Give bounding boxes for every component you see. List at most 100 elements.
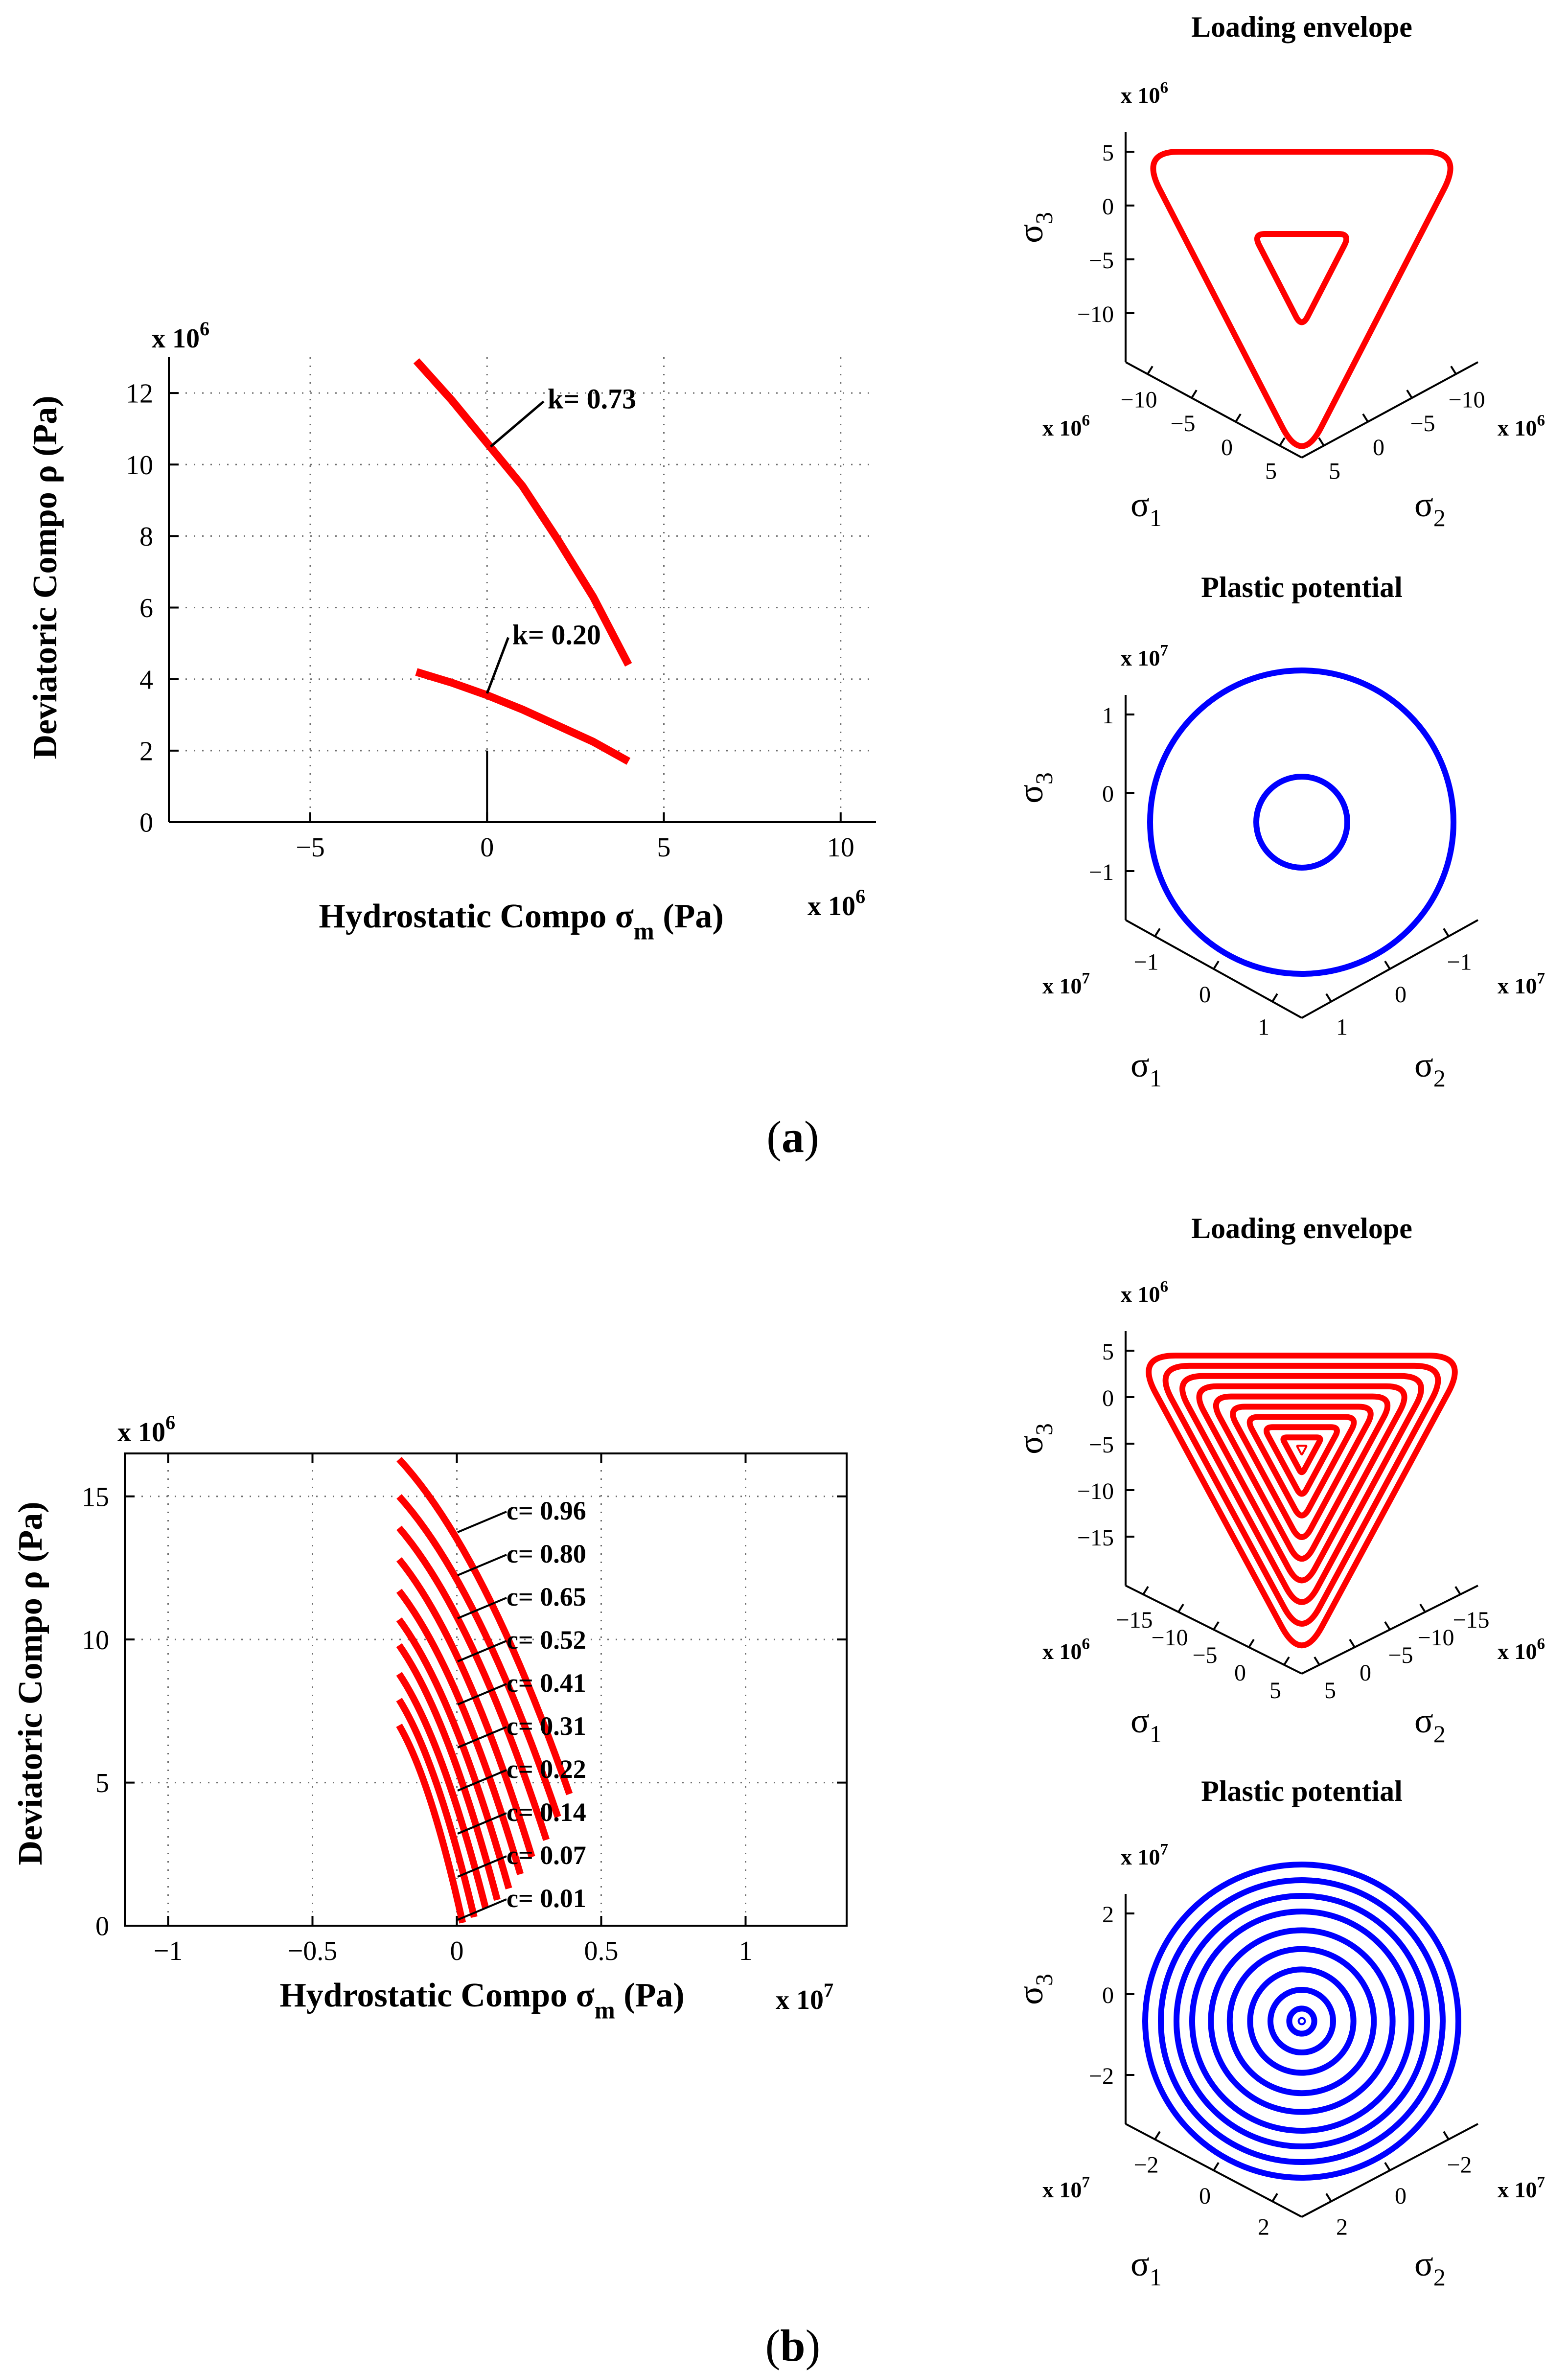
z-tick-label: 0 xyxy=(1102,1982,1114,2008)
sigma1-tick-label: −10 xyxy=(1120,387,1157,413)
sigma2-multiplier: x 106 xyxy=(1498,411,1545,440)
sigma1-tick-label: −1 xyxy=(1133,949,1158,975)
sigma2-tick xyxy=(1384,2162,1391,2171)
y-axis-label: Deviatoric Compo ρ (Pa) xyxy=(12,1501,49,1865)
z-tick-label: 1 xyxy=(1102,703,1114,729)
sigma1-tick xyxy=(1147,366,1153,375)
series-line-10 xyxy=(396,1724,466,1924)
sigma2-tick xyxy=(1325,993,1332,1002)
series-line-6 xyxy=(396,1617,512,1889)
z-axis-label: σ3 xyxy=(1011,1423,1058,1454)
sigma1-tick-label: 0 xyxy=(1234,1660,1246,1686)
envelope-loop-3 xyxy=(1179,1373,1424,1605)
series-label-9: c= 0.07 xyxy=(507,1841,586,1870)
sigma2-tick xyxy=(1325,2193,1332,2202)
series-label-8: c= 0.14 xyxy=(507,1797,586,1827)
sigma2-multiplier: x 107 xyxy=(1498,2173,1545,2202)
series-line-3 xyxy=(396,1525,550,1841)
series-label-6: c= 0.31 xyxy=(507,1711,586,1741)
x-tick-label: 0 xyxy=(450,1936,464,1966)
sigma1-tick xyxy=(1213,1621,1220,1631)
sigma2-tick-label: −15 xyxy=(1453,1607,1489,1633)
sigma2-label: σ2 xyxy=(1414,1701,1446,1748)
z-tick-label: −5 xyxy=(1089,248,1114,274)
sigma2-tick-label: −5 xyxy=(1410,411,1435,437)
sigma2-label: σ2 xyxy=(1414,1045,1446,1092)
x-tick-label: 10 xyxy=(827,832,854,863)
z-axis-label: σ3 xyxy=(1011,772,1058,804)
potential-loop-2 xyxy=(1253,774,1350,871)
sigma1-tick xyxy=(1177,1603,1184,1613)
sigma1-tick xyxy=(1213,2162,1220,2171)
z-tick-label: −10 xyxy=(1077,1478,1114,1504)
sigma1-multiplier: x 106 xyxy=(1042,411,1090,440)
z-tick-label: 0 xyxy=(1102,781,1114,807)
x-tick-label: −0.5 xyxy=(288,1936,338,1966)
sigma2-tick xyxy=(1349,1638,1356,1648)
envelope-loop-10 xyxy=(1296,1445,1308,1456)
panel-a-loading-envelope-plot: Loading envelope 5 0 −5 −10 −10 −5 0 5 −10 −5 0 5 x 1… xyxy=(1011,11,1545,531)
series-leader-1 xyxy=(489,400,545,448)
envelope-loop-2 xyxy=(1162,1362,1441,1627)
series-label-1: c= 0.96 xyxy=(507,1496,586,1525)
plot-frame xyxy=(124,1452,848,1927)
series-leader-1 xyxy=(457,1511,507,1533)
sigma2-tick xyxy=(1384,1621,1391,1631)
z-axis-multiplier: x 106 xyxy=(1121,78,1168,108)
series-label-4: c= 0.52 xyxy=(507,1625,586,1655)
z-tick-label: −2 xyxy=(1089,2063,1114,2089)
potential-loop-9 xyxy=(1286,2005,1317,2037)
sigma1-label: σ1 xyxy=(1130,2244,1162,2291)
sigma2-tick xyxy=(1454,1586,1461,1595)
sigma2-tick-label: 5 xyxy=(1329,459,1340,484)
z-tick-label: 2 xyxy=(1102,1902,1114,1928)
series-line-4 xyxy=(396,1557,535,1858)
sigma1-tick-label: 1 xyxy=(1258,1014,1269,1040)
x-tick-label: 0 xyxy=(480,832,494,863)
y-tick-label: 0 xyxy=(95,1911,109,1942)
series-label-10: c= 0.01 xyxy=(507,1884,586,1913)
sigma1-tick-label: 2 xyxy=(1258,2214,1269,2240)
sigma2-tick-label: 0 xyxy=(1373,435,1384,461)
y-tick-label: 5 xyxy=(95,1768,109,1798)
sigma1-tick xyxy=(1279,437,1286,446)
series-label-7: c= 0.22 xyxy=(507,1754,586,1784)
sigma1-tick xyxy=(1191,390,1198,399)
sigma1-tick xyxy=(1154,928,1161,937)
z-tick-label: −1 xyxy=(1089,859,1114,885)
series-label-2: c= 0.80 xyxy=(507,1539,586,1568)
sigma1-tick xyxy=(1154,2131,1161,2140)
z-tick-label: 5 xyxy=(1102,1339,1114,1365)
series-leader-7 xyxy=(457,1769,507,1792)
envelope-loop-2 xyxy=(1254,231,1350,325)
sigma2-tick xyxy=(1443,928,1450,937)
z-tick-label: −10 xyxy=(1077,301,1114,327)
sigma2-tick xyxy=(1384,960,1391,970)
sigma2-tick-label: −2 xyxy=(1447,2152,1472,2178)
x-axis-base xyxy=(1125,361,1302,459)
sigma1-tick-label: 0 xyxy=(1199,982,1211,1008)
y-tick-label: 12 xyxy=(126,379,153,409)
sigma2-tick xyxy=(1318,437,1325,446)
potential-loop-10 xyxy=(1297,2017,1306,2026)
sigma2-tick xyxy=(1419,1603,1426,1613)
potential-loop-3 xyxy=(1174,1893,1430,2149)
sigma2-tick xyxy=(1362,413,1369,422)
y-axis-label: Deviatoric Compo ρ (Pa) xyxy=(26,395,64,759)
panel-b-loading-envelope-plot: Loading envelope50−5−10−15−15−10−505−15−… xyxy=(1011,1212,1545,1748)
y-tick-label: 0 xyxy=(139,808,153,838)
sigma2-label: σ2 xyxy=(1414,485,1446,531)
sigma2-tick xyxy=(1406,390,1413,399)
potential-loop-5 xyxy=(1208,1927,1396,2115)
x-axis-multiplier: x 107 xyxy=(776,1979,833,2015)
series-leader-8 xyxy=(457,1812,507,1835)
sigma1-tick xyxy=(1248,1638,1255,1648)
plot-title: Loading envelope xyxy=(1191,11,1412,43)
z-axis-multiplier: x 107 xyxy=(1121,641,1168,670)
y-tick-label: 4 xyxy=(139,665,153,695)
envelope-loop-8 xyxy=(1264,1424,1340,1497)
x-axis-multiplier: x 106 xyxy=(807,885,865,921)
series-line-2 xyxy=(396,1494,561,1819)
sigma2-tick-label: −5 xyxy=(1388,1642,1413,1668)
